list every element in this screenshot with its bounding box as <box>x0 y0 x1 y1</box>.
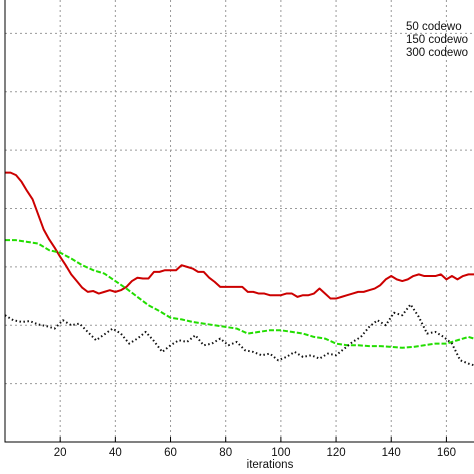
plot-frame <box>4 0 474 443</box>
grid <box>5 0 474 442</box>
x-axis: 20 40 60 80 100 120 140 160 <box>54 437 456 459</box>
x-tick-label: 120 <box>326 447 345 459</box>
series-line-1 <box>5 171 474 300</box>
legend-label-3: 300 codewo <box>406 47 468 59</box>
legend-label-1: 50 codewo <box>406 21 462 33</box>
x-tick-label: 140 <box>382 447 401 459</box>
x-axis-label: iterations <box>247 459 294 471</box>
series-line-2 <box>5 239 474 349</box>
x-tick-label: 160 <box>437 447 456 459</box>
x-tick-label: 20 <box>54 447 67 459</box>
x-tick-label: 40 <box>109 447 122 459</box>
x-tick-label: 60 <box>164 447 177 459</box>
series-layer <box>4 171 474 367</box>
series-line-3 <box>4 303 474 367</box>
x-tick-label: 80 <box>219 447 232 459</box>
x-tick-label: 100 <box>271 447 290 459</box>
legend-label-2: 150 codewo <box>406 34 468 46</box>
